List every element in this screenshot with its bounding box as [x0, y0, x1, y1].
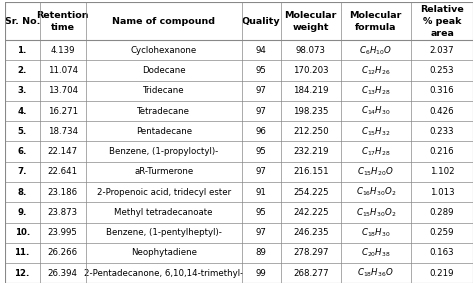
- Text: $C_{14}H_{30}$: $C_{14}H_{30}$: [361, 105, 391, 117]
- Text: 91: 91: [256, 188, 267, 197]
- Text: 0.163: 0.163: [430, 248, 455, 257]
- Text: 22.641: 22.641: [48, 167, 78, 176]
- Text: 0.316: 0.316: [430, 86, 455, 95]
- Text: 4.139: 4.139: [51, 46, 75, 55]
- Text: 95: 95: [256, 208, 267, 217]
- Text: $C_{18}H_{30}$: $C_{18}H_{30}$: [361, 226, 391, 239]
- Text: 5.: 5.: [18, 127, 27, 136]
- Text: 94: 94: [256, 46, 267, 55]
- Text: 0.259: 0.259: [430, 228, 455, 237]
- Text: Tetradecane: Tetradecane: [137, 106, 190, 116]
- Text: 23.873: 23.873: [48, 208, 78, 217]
- Text: 11.: 11.: [15, 248, 30, 257]
- Text: 98.073: 98.073: [296, 46, 326, 55]
- Text: 26.394: 26.394: [48, 269, 78, 278]
- Text: 1.102: 1.102: [430, 167, 455, 176]
- Text: 96: 96: [256, 127, 267, 136]
- Text: Neophytadiene: Neophytadiene: [131, 248, 197, 257]
- Text: 2-Propenoic acid, tridecyl ester: 2-Propenoic acid, tridecyl ester: [97, 188, 231, 197]
- Text: 2.037: 2.037: [430, 46, 455, 55]
- Text: 0.253: 0.253: [430, 66, 455, 75]
- Text: 232.219: 232.219: [293, 147, 328, 156]
- Text: Tridecane: Tridecane: [143, 86, 184, 95]
- Text: $C_{18}H_{36}O$: $C_{18}H_{36}O$: [357, 267, 394, 279]
- Text: 0.233: 0.233: [430, 127, 455, 136]
- Text: 212.250: 212.250: [293, 127, 328, 136]
- Text: 22.147: 22.147: [48, 147, 78, 156]
- Text: Dodecane: Dodecane: [142, 66, 185, 75]
- Text: 268.277: 268.277: [293, 269, 328, 278]
- Text: $C_{15}H_{20}O$: $C_{15}H_{20}O$: [357, 166, 394, 178]
- Text: Methyl tetradecanoate: Methyl tetradecanoate: [115, 208, 213, 217]
- Text: 1.: 1.: [18, 46, 27, 55]
- Text: 97: 97: [256, 86, 267, 95]
- Text: Molecular
weight: Molecular weight: [284, 11, 337, 32]
- Text: Molecular
formula: Molecular formula: [349, 11, 402, 32]
- Text: 11.074: 11.074: [48, 66, 78, 75]
- Text: $C_{13}H_{28}$: $C_{13}H_{28}$: [361, 85, 391, 97]
- Text: 3.: 3.: [18, 86, 27, 95]
- Text: 18.734: 18.734: [48, 127, 78, 136]
- Text: 4.: 4.: [18, 106, 27, 116]
- Text: 97: 97: [256, 106, 267, 116]
- Text: 99: 99: [256, 269, 267, 278]
- Text: $C_{15}H_{30}O_{2}$: $C_{15}H_{30}O_{2}$: [356, 206, 396, 219]
- Text: Quality: Quality: [242, 17, 281, 26]
- Text: $C_{12}H_{26}$: $C_{12}H_{26}$: [361, 64, 391, 77]
- Text: 97: 97: [256, 167, 267, 176]
- Text: 216.151: 216.151: [293, 167, 328, 176]
- Text: 170.203: 170.203: [293, 66, 328, 75]
- Text: aR-Turmerone: aR-Turmerone: [134, 167, 193, 176]
- Text: Cyclohexanone: Cyclohexanone: [131, 46, 197, 55]
- Text: 89: 89: [256, 248, 267, 257]
- Text: $C_{15}H_{32}$: $C_{15}H_{32}$: [361, 125, 391, 138]
- Text: 0.289: 0.289: [430, 208, 455, 217]
- Text: Benzene, (1-pentylheptyl)-: Benzene, (1-pentylheptyl)-: [106, 228, 222, 237]
- Text: 246.235: 246.235: [293, 228, 328, 237]
- Text: 9.: 9.: [18, 208, 27, 217]
- Text: 8.: 8.: [18, 188, 27, 197]
- Text: 95: 95: [256, 147, 267, 156]
- Text: 254.225: 254.225: [293, 188, 328, 197]
- Text: 6.: 6.: [18, 147, 27, 156]
- Text: Benzene, (1-propyloctyl)-: Benzene, (1-propyloctyl)-: [109, 147, 219, 156]
- Text: $C_{6}H_{10}O$: $C_{6}H_{10}O$: [359, 44, 392, 57]
- Text: 0.216: 0.216: [430, 147, 455, 156]
- Text: 95: 95: [256, 66, 267, 75]
- Text: 0.219: 0.219: [430, 269, 455, 278]
- Text: $C_{17}H_{28}$: $C_{17}H_{28}$: [361, 145, 391, 158]
- Text: 13.704: 13.704: [48, 86, 78, 95]
- Text: $C_{16}H_{30}O_{2}$: $C_{16}H_{30}O_{2}$: [356, 186, 396, 199]
- Text: Retention
time: Retention time: [36, 11, 89, 32]
- Text: 184.219: 184.219: [293, 86, 328, 95]
- Text: 23.995: 23.995: [48, 228, 78, 237]
- Text: 97: 97: [256, 228, 267, 237]
- Text: 0.426: 0.426: [430, 106, 455, 116]
- Text: 16.271: 16.271: [48, 106, 78, 116]
- Text: 242.225: 242.225: [293, 208, 328, 217]
- Text: Pentadecane: Pentadecane: [136, 127, 192, 136]
- Text: 198.235: 198.235: [293, 106, 328, 116]
- Text: 278.297: 278.297: [293, 248, 328, 257]
- Text: 10.: 10.: [15, 228, 30, 237]
- Text: 2.: 2.: [18, 66, 27, 75]
- Text: 1.013: 1.013: [430, 188, 455, 197]
- Text: Sr. No.: Sr. No.: [5, 17, 40, 26]
- Text: 23.186: 23.186: [48, 188, 78, 197]
- Text: Relative
% peak
area: Relative % peak area: [420, 5, 464, 37]
- Text: 2-Pentadecanone, 6,10,14-trimethyl-: 2-Pentadecanone, 6,10,14-trimethyl-: [84, 269, 243, 278]
- Text: Name of compound: Name of compound: [112, 17, 215, 26]
- Text: 26.266: 26.266: [48, 248, 78, 257]
- Text: $C_{20}H_{38}$: $C_{20}H_{38}$: [361, 247, 391, 259]
- Text: 12.: 12.: [15, 269, 30, 278]
- Text: 7.: 7.: [18, 167, 27, 176]
